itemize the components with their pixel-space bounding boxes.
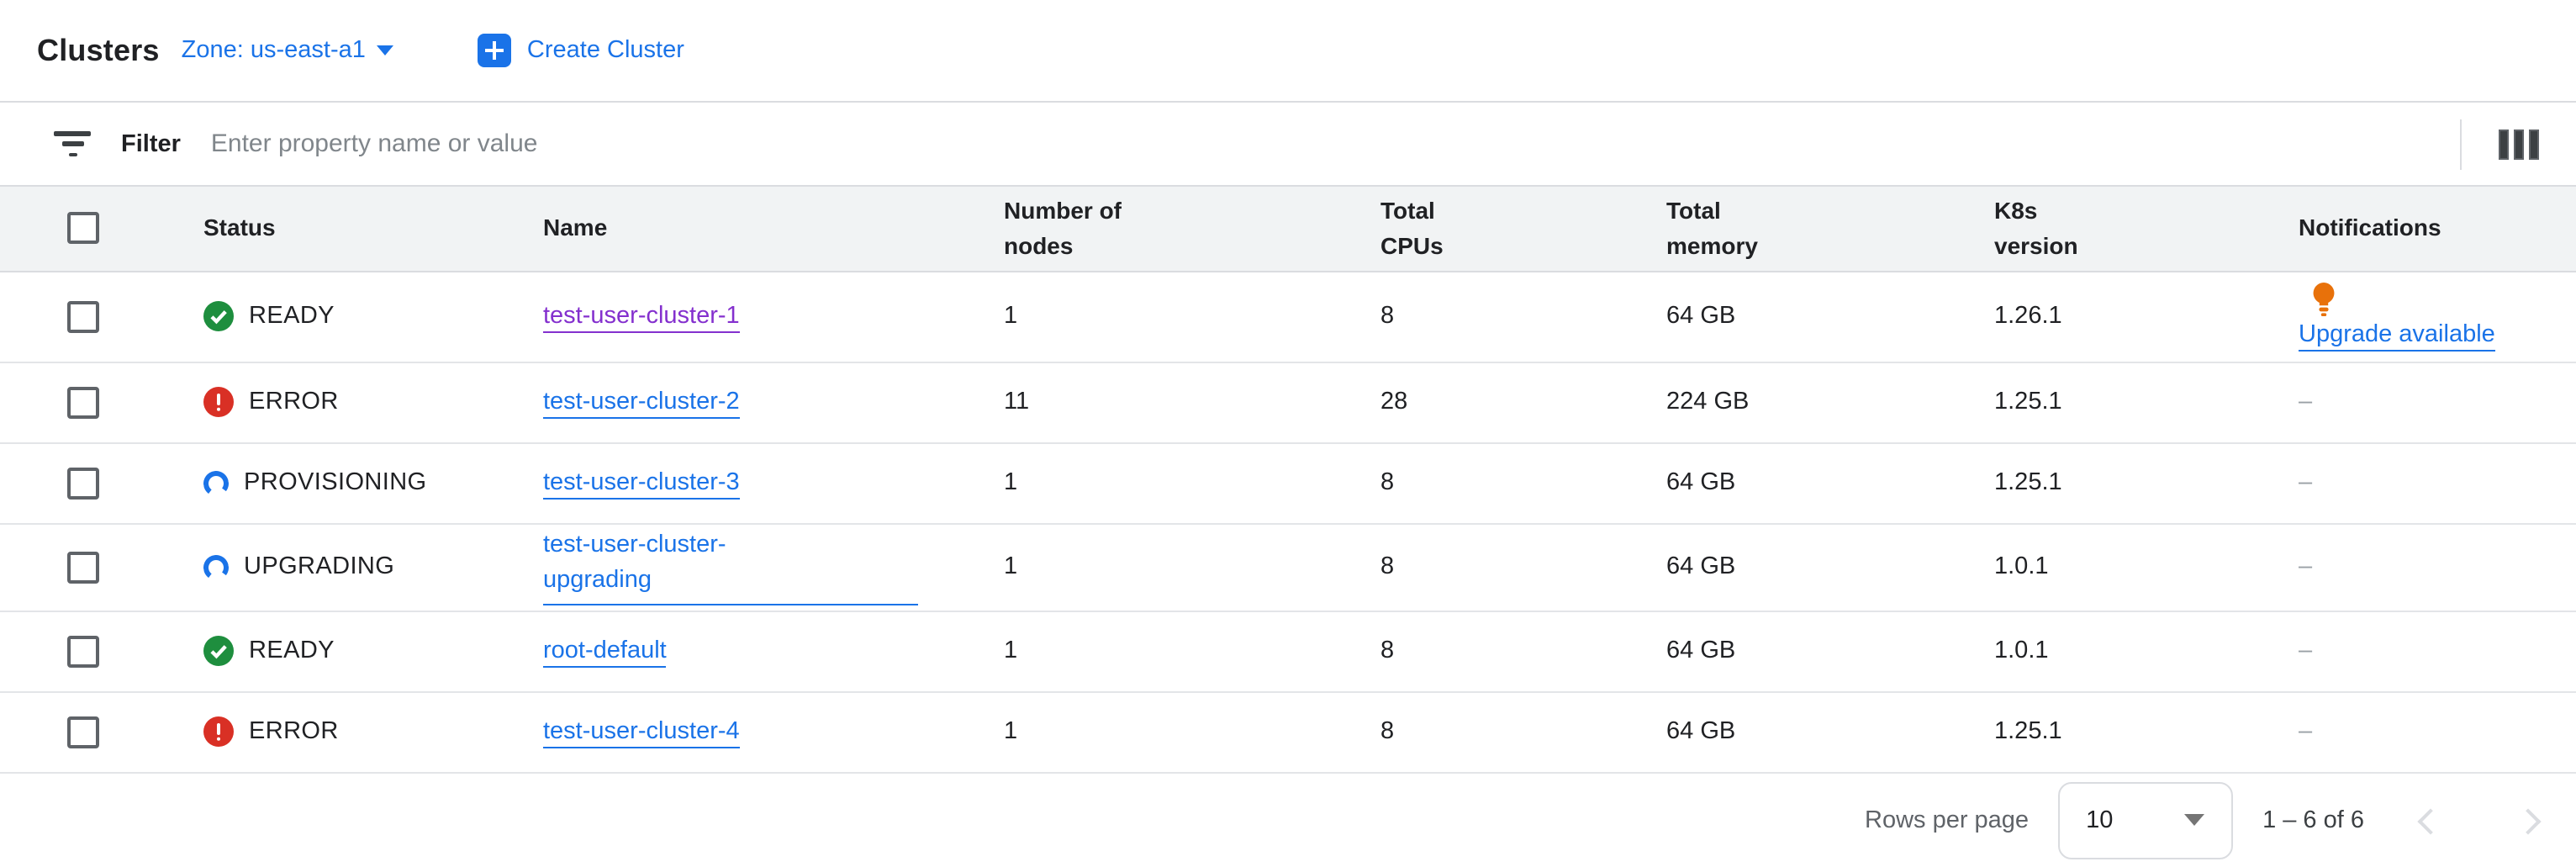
- column-header-status: Status: [203, 187, 543, 272]
- filter-bar: Filter: [0, 103, 2576, 187]
- nodes-value: 1: [1004, 271, 1380, 362]
- notification-cell: Upgrade available: [2299, 282, 2576, 351]
- cluster-name-link[interactable]: test-user-cluster-3: [543, 469, 740, 500]
- version-value: 1.26.1: [1994, 271, 2299, 362]
- memory-value: 64 GB: [1666, 691, 1994, 773]
- notification-empty: –: [2299, 469, 2313, 496]
- cpus-value: 8: [1380, 271, 1666, 362]
- notification-empty: –: [2299, 718, 2313, 745]
- status-badge: UPGRADING: [202, 552, 543, 581]
- error-circle-icon: [203, 716, 234, 747]
- table-row: READY root-default 1 8 64 GB 1.0.1 –: [0, 611, 2576, 692]
- next-page-button[interactable]: [2505, 800, 2546, 840]
- table-row: PROVISIONING test-user-cluster-3 1 8 64 …: [0, 442, 2576, 524]
- table-row: ERROR test-user-cluster-4 1 8 64 GB 1.25…: [0, 691, 2576, 773]
- cpus-value: 8: [1380, 691, 1666, 773]
- cluster-name-link[interactable]: test-user-cluster-4: [543, 718, 740, 748]
- version-value: 1.0.1: [1994, 611, 2299, 692]
- chevron-down-icon: [2183, 814, 2204, 826]
- status-badge: ERROR: [203, 716, 543, 747]
- error-circle-icon: [203, 387, 234, 417]
- notification-empty: –: [2299, 389, 2313, 415]
- row-checkbox[interactable]: [67, 386, 99, 418]
- rows-per-page-label: Rows per page: [1865, 806, 2030, 833]
- chevron-down-icon: [377, 45, 394, 56]
- page-title: Clusters: [37, 33, 160, 66]
- column-display-options-icon[interactable]: [2499, 129, 2539, 159]
- cpus-value: 28: [1380, 362, 1666, 443]
- status-badge: ERROR: [203, 387, 543, 417]
- spinner-icon: [202, 552, 230, 581]
- column-header-version: K8s version: [1994, 187, 2299, 272]
- version-value: 1.0.1: [1994, 523, 2299, 611]
- column-header-name: Name: [543, 187, 1004, 272]
- memory-value: 224 GB: [1666, 362, 1994, 443]
- lightbulb-icon: [2313, 282, 2335, 315]
- previous-page-button[interactable]: [2408, 800, 2448, 840]
- version-value: 1.25.1: [1994, 691, 2299, 773]
- status-badge: READY: [203, 301, 543, 331]
- zone-selector[interactable]: Zone: us-east-a1: [182, 37, 394, 64]
- cluster-name-link[interactable]: test-user-cluster-1: [543, 303, 740, 333]
- check-circle-icon: [203, 301, 234, 331]
- filter-input[interactable]: [210, 130, 2460, 158]
- row-checkbox[interactable]: [67, 635, 99, 667]
- select-all-checkbox[interactable]: [67, 212, 99, 245]
- cluster-name-link[interactable]: test-user-cluster-2: [543, 389, 740, 419]
- nodes-value: 11: [1004, 362, 1380, 443]
- table-row: READY test-user-cluster-1 1 8 64 GB 1.26…: [0, 271, 2576, 362]
- rows-per-page-select[interactable]: 10: [2057, 781, 2233, 859]
- cluster-name-link[interactable]: root-default: [543, 637, 667, 668]
- memory-value: 64 GB: [1666, 611, 1994, 692]
- check-circle-icon: [203, 636, 234, 666]
- memory-value: 64 GB: [1666, 523, 1994, 611]
- row-checkbox[interactable]: [67, 551, 99, 583]
- plus-icon: [478, 34, 512, 67]
- column-header-cpus: Total CPUs: [1380, 187, 1666, 272]
- cpus-value: 8: [1380, 611, 1666, 692]
- title-bar: Clusters Zone: us-east-a1 Create Cluster: [0, 0, 2576, 103]
- cluster-name-link[interactable]: test-user-cluster-upgrading: [543, 528, 918, 605]
- memory-value: 64 GB: [1666, 271, 1994, 362]
- table-row: UPGRADING test-user-cluster-upgrading 1 …: [0, 523, 2576, 611]
- notification-empty: –: [2299, 553, 2313, 580]
- status-badge: READY: [203, 636, 543, 666]
- pagination-bar: Rows per page 10 1 – 6 of 6: [0, 773, 2576, 867]
- rows-per-page-value: 10: [2086, 806, 2114, 833]
- create-cluster-button[interactable]: Create Cluster: [478, 34, 684, 67]
- column-header-notifications: Notifications: [2299, 187, 2576, 272]
- nodes-value: 1: [1004, 442, 1380, 524]
- status-badge: PROVISIONING: [202, 468, 543, 497]
- nodes-value: 1: [1004, 611, 1380, 692]
- cpus-value: 8: [1380, 442, 1666, 524]
- clusters-table: Status Name Number of nodes Total CPUs T…: [0, 187, 2576, 773]
- memory-value: 64 GB: [1666, 442, 1994, 524]
- page-range-label: 1 – 6 of 6: [2262, 806, 2364, 833]
- table-row: ERROR test-user-cluster-2 11 28 224 GB 1…: [0, 362, 2576, 443]
- column-header-nodes: Number of nodes: [1004, 187, 1380, 272]
- cpus-value: 8: [1380, 523, 1666, 611]
- filter-label: Filter: [121, 130, 181, 157]
- row-checkbox[interactable]: [67, 716, 99, 748]
- version-value: 1.25.1: [1994, 362, 2299, 443]
- zone-selector-label: Zone: us-east-a1: [181, 37, 366, 64]
- table-header-row: Status Name Number of nodes Total CPUs T…: [0, 187, 2576, 272]
- divider: [2460, 119, 2462, 169]
- column-header-memory: Total memory: [1666, 187, 1994, 272]
- create-cluster-label: Create Cluster: [526, 37, 684, 64]
- nodes-value: 1: [1004, 523, 1380, 611]
- notification-empty: –: [2299, 637, 2313, 664]
- row-checkbox[interactable]: [67, 300, 99, 332]
- spinner-icon: [202, 468, 230, 497]
- row-checkbox[interactable]: [67, 467, 99, 499]
- upgrade-available-link[interactable]: Upgrade available: [2299, 320, 2495, 351]
- filter-icon: [54, 131, 91, 156]
- nodes-value: 1: [1004, 691, 1380, 773]
- version-value: 1.25.1: [1994, 442, 2299, 524]
